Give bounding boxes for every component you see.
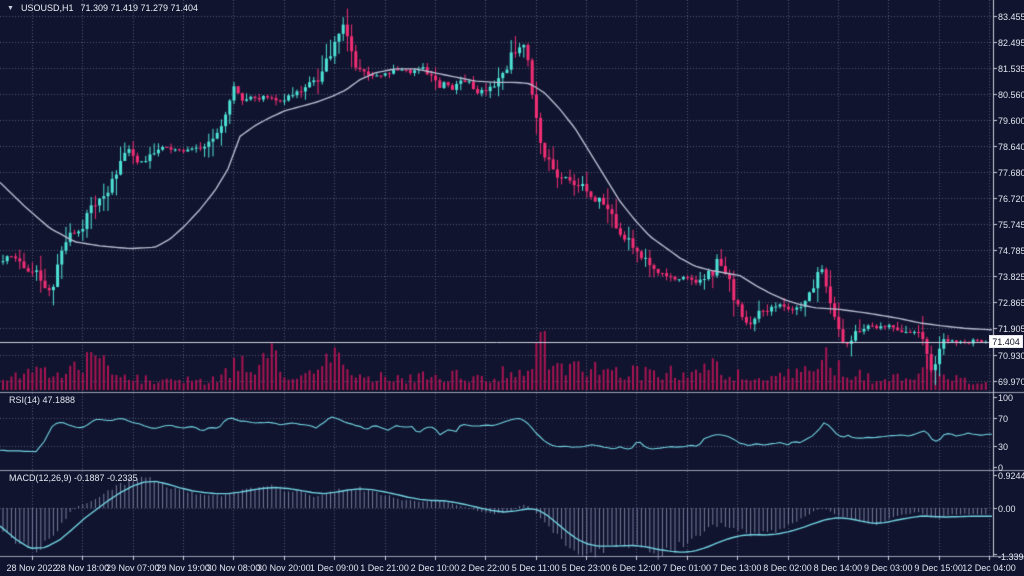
- price-axis-label: 74.785: [998, 246, 1024, 257]
- time-axis-label: 29 Nov 07:00: [105, 563, 160, 573]
- time-axis-label: 7 Dec 13:00: [712, 563, 762, 573]
- time-axis-label: 1 Dec 09:00: [309, 563, 359, 573]
- time-axis-label: 28 Nov 2022: [6, 563, 58, 573]
- time-axis-label: 7 Dec 01:00: [662, 563, 712, 573]
- time-axis-label: 30 Nov 20:00: [257, 563, 311, 573]
- time-axis-label: 30 Nov 08:00: [206, 563, 261, 573]
- current-price-badge: 71.404: [989, 335, 1023, 349]
- rsi-axis-label: 70: [998, 414, 1009, 424]
- time-axis-label: 1 Dec 21:00: [360, 563, 409, 573]
- rsi-axis-label: 30: [998, 442, 1009, 452]
- price-axis-label: 82.495: [998, 37, 1024, 48]
- price-axis-label: 75.745: [998, 220, 1024, 231]
- time-axis-label: 5 Dec 23:00: [561, 563, 611, 573]
- rsi-axis-label: 100: [998, 393, 1014, 403]
- macd-axis-label: -1.3394: [998, 552, 1024, 563]
- price-axis-label: 81.535: [998, 63, 1024, 74]
- time-axis-label: 28 Nov 18:00: [55, 563, 110, 573]
- time-axis-label: 9 Dec 03:00: [863, 563, 913, 573]
- time-axis-label: 5 Dec 11:00: [511, 563, 560, 573]
- price-axis-label: 70.930: [998, 350, 1024, 361]
- price-axis-label: 80.560: [998, 90, 1024, 101]
- price-axis-label: 79.600: [998, 116, 1024, 127]
- time-axis-label: 9 Dec 15:00: [914, 563, 963, 573]
- ohlc-values: 71.309 71.419 71.279 71.404: [80, 3, 199, 13]
- macd-axis-label: 0.9244: [998, 470, 1024, 481]
- chart-title-bar: ▼ USOUSD,H1 71.309 71.419 71.279 71.404: [7, 3, 198, 13]
- time-axis-label: 8 Dec 02:00: [763, 563, 812, 573]
- price-axis-label: 72.865: [998, 298, 1024, 309]
- price-axis-label: 73.825: [998, 272, 1024, 283]
- price-axis-label: 76.720: [998, 194, 1024, 205]
- symbol-timeframe-label: USOUSD,H1: [20, 3, 74, 13]
- rsi-axis-label: 0: [998, 463, 1004, 473]
- time-axis-label: 6 Dec 12:00: [612, 563, 661, 573]
- price-axis-label: 78.640: [998, 142, 1024, 153]
- macd-axis-label: 0.00: [998, 504, 1016, 514]
- time-axis-label: 2 Dec 22:00: [461, 563, 510, 573]
- price-axis-label: 77.680: [998, 168, 1024, 179]
- price-axis-label: 69.970: [998, 376, 1024, 387]
- time-axis-label: 8 Dec 14:00: [813, 563, 863, 573]
- time-axis-label: 12 Dec 04:00: [962, 563, 1016, 573]
- price-axis-label: 71.905: [998, 324, 1024, 335]
- rsi-indicator-label: RSI(14) 47.1888: [9, 395, 76, 405]
- time-axis-label: 2 Dec 10:00: [410, 563, 460, 573]
- price-axis-label: 83.455: [998, 12, 1024, 22]
- time-axis-label: 29 Nov 19:00: [156, 563, 210, 573]
- symbol-dropdown-icon[interactable]: ▼: [7, 4, 14, 12]
- macd-indicator-label: MACD(12,26,9) -0.1887 -0.2335: [9, 473, 138, 483]
